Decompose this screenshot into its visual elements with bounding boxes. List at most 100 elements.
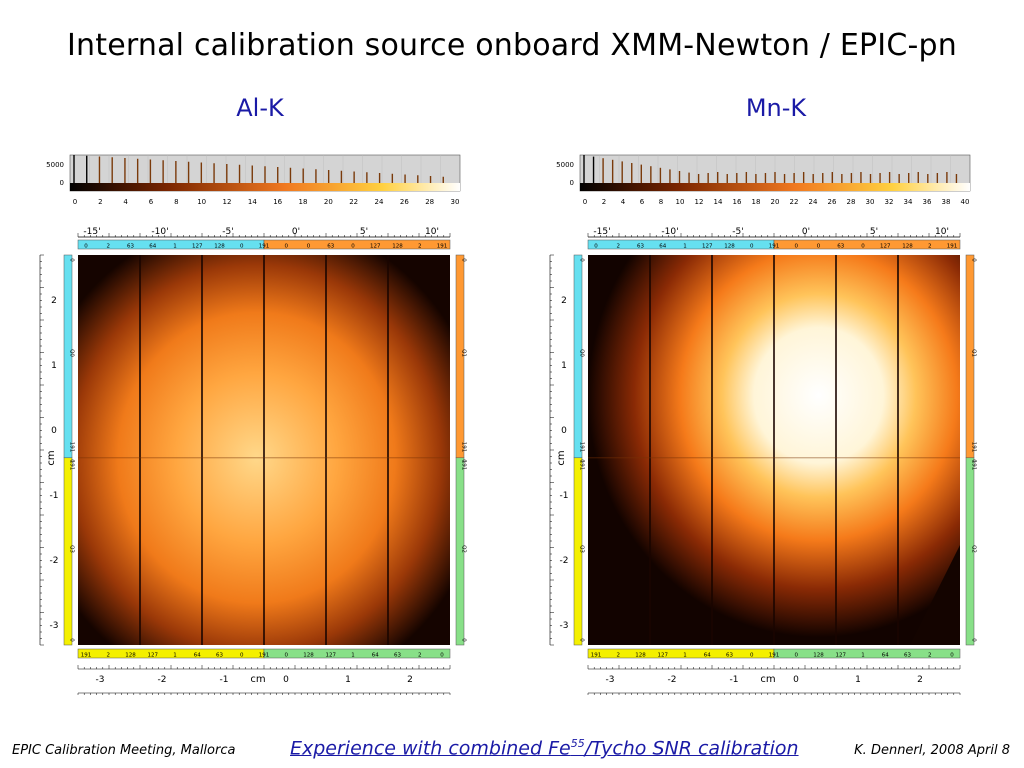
histogram-xtick: 6: [149, 198, 154, 206]
left-strip-label: Q3: [579, 545, 585, 553]
histogram-xtick: 10: [676, 198, 685, 206]
histogram-xtick: 20: [771, 198, 780, 206]
top-strip-label: 63: [327, 244, 334, 250]
top-strip-label: 191: [947, 244, 958, 250]
footer-subject-pre: Experience with combined Fe: [290, 737, 571, 760]
arcmin-tick-label: -15': [593, 227, 610, 237]
top-strip-label: 2: [418, 244, 422, 250]
right-strip-label: 0: [971, 258, 977, 262]
left-cm-axis-unit: cm: [46, 450, 57, 465]
right-strip-label: Q1: [971, 349, 977, 357]
bottom-strip-label: 0: [285, 653, 289, 659]
histogram-xtick: 6: [640, 198, 645, 206]
histogram-xtick: 40: [961, 198, 970, 206]
right-strip-label: 0: [461, 459, 467, 463]
bottom-strip-label: 63: [904, 653, 911, 659]
histogram-xtick: 0: [73, 198, 77, 206]
arcmin-tick-label: 5': [870, 227, 878, 237]
top-strip-label: 1: [683, 244, 687, 250]
histogram-xtick: 10: [197, 198, 206, 206]
histogram-xtick: 16: [733, 198, 742, 206]
top-strip-label: 127: [370, 244, 381, 250]
left-cm-tick-label: 1: [561, 361, 567, 371]
right-strip-label: 0: [971, 459, 977, 463]
bottom-strip-label: 128: [813, 653, 824, 659]
left-cm-tick-label: 0: [51, 426, 57, 436]
left-strip-yellow: [573, 457, 583, 646]
histogram-xtick: 28: [425, 198, 434, 206]
bottom-strip-label: 127: [326, 653, 337, 659]
bottom-strip-label: 128: [303, 653, 314, 659]
left-cm-tick-label: 1: [51, 361, 57, 371]
histogram-ytick: 0: [60, 179, 64, 187]
top-strip-label: 0: [861, 244, 865, 250]
right-strip-green: [965, 457, 975, 646]
bottom-strip-label: 191: [769, 653, 780, 659]
panel-title-al-k: Al-K: [236, 94, 284, 122]
bottom-cm-tick-label: 0: [793, 675, 799, 685]
histogram-xtick: 12: [695, 198, 704, 206]
histogram-xtick: 18: [752, 198, 761, 206]
bottom-strip-label: 0: [750, 653, 754, 659]
bottom-strip-label: 64: [704, 653, 711, 659]
histogram-colorbar: [70, 183, 460, 191]
top-strip-label: 128: [902, 244, 913, 250]
histogram-ytick: 5000: [46, 161, 64, 169]
bottom-strip-label: 64: [882, 653, 889, 659]
arcmin-tick-label: 10': [425, 227, 439, 237]
left-cm-axis-unit: cm: [556, 450, 567, 465]
bottom-strip-label: 191: [81, 653, 92, 659]
bottom-strip-label: 0: [795, 653, 799, 659]
footer-subject-sup: 55: [570, 737, 585, 750]
arcmin-tick-label: -5': [732, 227, 743, 237]
top-strip-label: 127: [192, 244, 203, 250]
top-strip-label: 128: [724, 244, 735, 250]
bottom-strip-label: 127: [148, 653, 159, 659]
top-strip-label: 0: [240, 244, 244, 250]
histogram-xtick: 4: [621, 198, 626, 206]
right-strip-label: Q2: [971, 545, 977, 553]
left-strip-label: 0: [579, 638, 585, 642]
bottom-cm-tick-label: -1: [220, 675, 229, 685]
footer-subject: Experience with combined Fe55/Tycho SNR …: [290, 737, 799, 759]
histogram-xtick: 22: [790, 198, 799, 206]
top-strip-label: 64: [149, 244, 156, 250]
footer-author-date: K. Dennerl, 2008 April 8: [854, 743, 1010, 758]
histogram-xtick: 38: [942, 198, 951, 206]
arcmin-tick-label: -5': [222, 227, 233, 237]
left-cm-tick-label: 2: [51, 296, 57, 306]
top-strip-label: 191: [769, 244, 780, 250]
top-strip-label: 0: [351, 244, 355, 250]
bottom-cm-tick-label: -1: [730, 675, 739, 685]
bottom-strip-label: 64: [372, 653, 379, 659]
histogram-xtick: 26: [828, 198, 837, 206]
footer-meeting: EPIC Calibration Meeting, Mallorca: [12, 743, 236, 758]
top-strip-label: 0: [795, 244, 799, 250]
footer-subject-post: /Tycho SNR calibration: [584, 737, 799, 760]
top-strip-label: 1: [173, 244, 177, 250]
top-strip-label: 191: [437, 244, 448, 250]
arcmin-tick-label: -10': [151, 227, 168, 237]
histogram-xtick: 14: [714, 198, 723, 206]
left-cm-tick-label: -2: [50, 556, 59, 566]
histogram-xtick: 2: [98, 198, 102, 206]
histogram-xtick: 8: [659, 198, 663, 206]
right-strip-label: 191: [971, 460, 977, 471]
top-strip-label: 2: [928, 244, 932, 250]
bottom-cm-tick-label: -3: [606, 675, 615, 685]
histogram-xtick: 8: [174, 198, 178, 206]
histogram-xtick: 30: [451, 198, 460, 206]
bottom-strip-label: 2: [928, 653, 932, 659]
histogram-xtick: 24: [809, 198, 818, 206]
right-strip-green: [455, 457, 465, 646]
top-strip-label: 0: [750, 244, 754, 250]
left-cm-tick-label: -1: [50, 491, 59, 501]
histogram-xtick: 30: [866, 198, 875, 206]
right-strip-label: 191: [971, 442, 977, 453]
histogram-xtick: 32: [885, 198, 894, 206]
left-strip-label: 191: [579, 460, 585, 471]
arcmin-tick-label: 0': [802, 227, 810, 237]
bottom-cm-axis-unit: cm: [760, 674, 775, 685]
bottom-strip-label: 128: [125, 653, 136, 659]
